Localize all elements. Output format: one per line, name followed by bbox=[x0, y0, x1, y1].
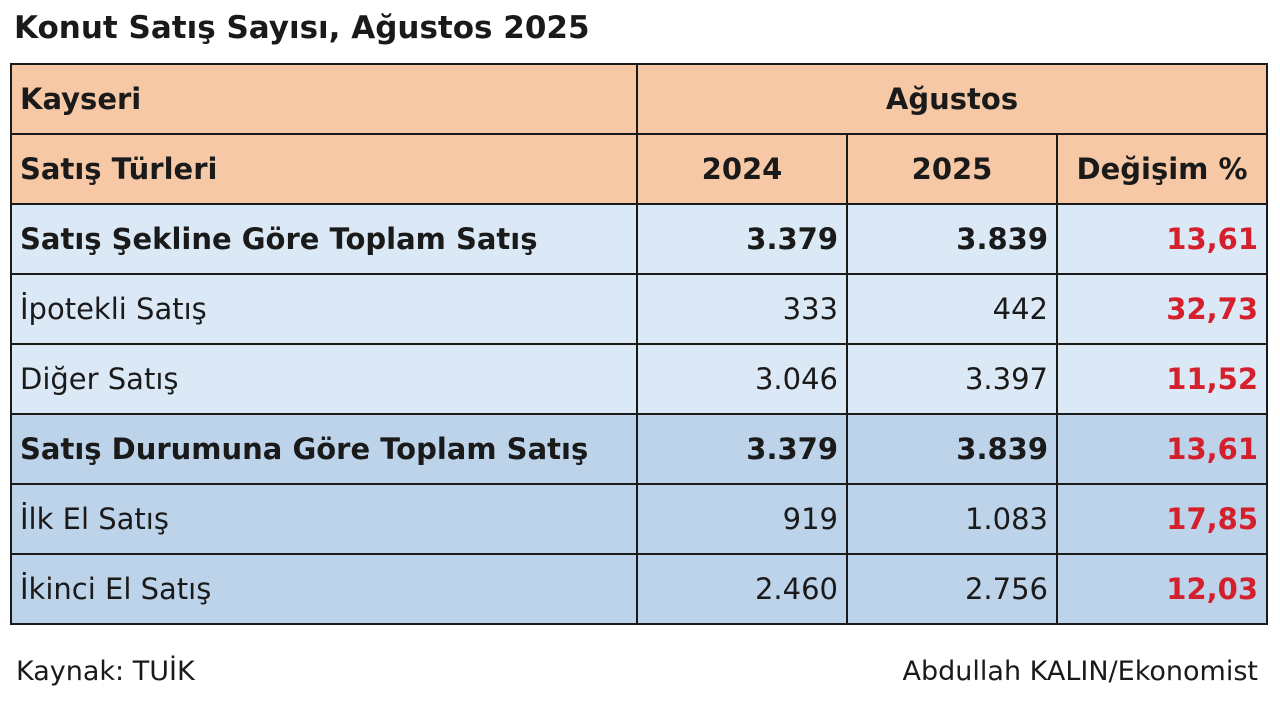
value-2025: 3.839 bbox=[846, 413, 1058, 485]
value-2024: 919 bbox=[636, 483, 848, 555]
value-2024: 3.379 bbox=[636, 413, 848, 485]
change-percent: 13,61 bbox=[1055, 413, 1269, 485]
sales-table: Kayseri Ağustos Satış Türleri 2024 2025 … bbox=[10, 63, 1269, 625]
value-2024: 3.046 bbox=[636, 343, 848, 415]
row-label: İlk El Satış bbox=[10, 483, 638, 555]
column-header-sales-type: Satış Türleri bbox=[10, 133, 638, 205]
source-note: Kaynak: TUİK bbox=[16, 656, 195, 687]
value-2025: 1.083 bbox=[846, 483, 1058, 555]
value-2024: 3.379 bbox=[636, 203, 848, 275]
value-2024: 333 bbox=[636, 273, 848, 345]
table-row: İkinci El Satış 2.460 2.756 12,03 bbox=[10, 553, 1269, 625]
header-row-region: Kayseri Ağustos bbox=[10, 63, 1269, 135]
value-2024: 2.460 bbox=[636, 553, 848, 625]
row-label: Diğer Satış bbox=[10, 343, 638, 415]
table-row: İlk El Satış 919 1.083 17,85 bbox=[10, 483, 1269, 555]
row-label: İpotekli Satış bbox=[10, 273, 638, 345]
value-2025: 3.397 bbox=[846, 343, 1058, 415]
value-2025: 3.839 bbox=[846, 203, 1058, 275]
column-header-2025: 2025 bbox=[846, 133, 1058, 205]
column-header-change: Değişim % bbox=[1055, 133, 1269, 205]
change-percent: 32,73 bbox=[1055, 273, 1269, 345]
column-header-2024: 2024 bbox=[636, 133, 848, 205]
value-2025: 442 bbox=[846, 273, 1058, 345]
table-row: Satış Durumuna Göre Toplam Satış 3.379 3… bbox=[10, 413, 1269, 485]
row-label: Satış Durumuna Göre Toplam Satış bbox=[10, 413, 638, 485]
table-row: Satış Şekline Göre Toplam Satış 3.379 3.… bbox=[10, 203, 1269, 275]
row-label: Satış Şekline Göre Toplam Satış bbox=[10, 203, 638, 275]
table-row: Diğer Satış 3.046 3.397 11,52 bbox=[10, 343, 1269, 415]
change-percent: 13,61 bbox=[1055, 203, 1269, 275]
header-row-columns: Satış Türleri 2024 2025 Değişim % bbox=[10, 133, 1269, 205]
change-percent: 17,85 bbox=[1055, 483, 1269, 555]
author-credit: Abdullah KALIN/Ekonomist bbox=[902, 656, 1258, 687]
row-label: İkinci El Satış bbox=[10, 553, 638, 625]
change-percent: 12,03 bbox=[1055, 553, 1269, 625]
value-2025: 2.756 bbox=[846, 553, 1058, 625]
table-row: İpotekli Satış 333 442 32,73 bbox=[10, 273, 1269, 345]
period-label: Ağustos bbox=[635, 63, 1269, 135]
region-label: Kayseri bbox=[10, 63, 638, 135]
change-percent: 11,52 bbox=[1055, 343, 1269, 415]
page-title: Konut Satış Sayısı, Ağustos 2025 bbox=[14, 10, 590, 46]
